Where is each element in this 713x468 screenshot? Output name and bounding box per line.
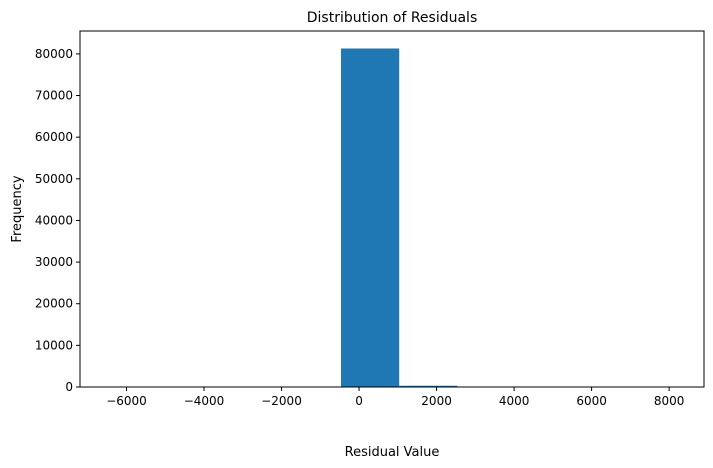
histogram-bar (340, 48, 400, 387)
y-tick-label: 20000 (35, 297, 73, 311)
x-tick-label: −2000 (261, 394, 302, 408)
y-axis-ticks: 0 10000 20000 30000 40000 50000 60000 70000 8000… (35, 47, 80, 394)
x-tick-label: 0 (355, 394, 363, 408)
x-axis-ticks: −6000 −4000 −2000 0 2000 4000 6000 8000 (106, 387, 684, 408)
x-tick-label: 6000 (576, 394, 607, 408)
plot-frame (79, 30, 705, 388)
y-tick-label: 10000 (35, 338, 73, 352)
y-tick-label: 0 (65, 380, 73, 394)
x-tick-label: 8000 (654, 394, 685, 408)
x-tick-label: −6000 (106, 394, 147, 408)
y-tick-label: 50000 (35, 172, 73, 186)
y-tick-label: 60000 (35, 130, 73, 144)
x-axis-label: Residual Value (345, 445, 440, 460)
x-tick-label: −4000 (184, 394, 225, 408)
y-tick-label: 80000 (35, 47, 73, 61)
y-axis-label: Frequency (10, 175, 25, 242)
y-tick-label: 70000 (35, 89, 73, 103)
x-tick-label: 2000 (421, 394, 452, 408)
y-tick-label: 30000 (35, 255, 73, 269)
histogram-bar (399, 385, 458, 387)
bars-group (340, 48, 458, 387)
chart-title: Distribution of Residuals (307, 10, 478, 26)
y-tick-label: 40000 (35, 213, 73, 227)
x-tick-label: 4000 (499, 394, 530, 408)
